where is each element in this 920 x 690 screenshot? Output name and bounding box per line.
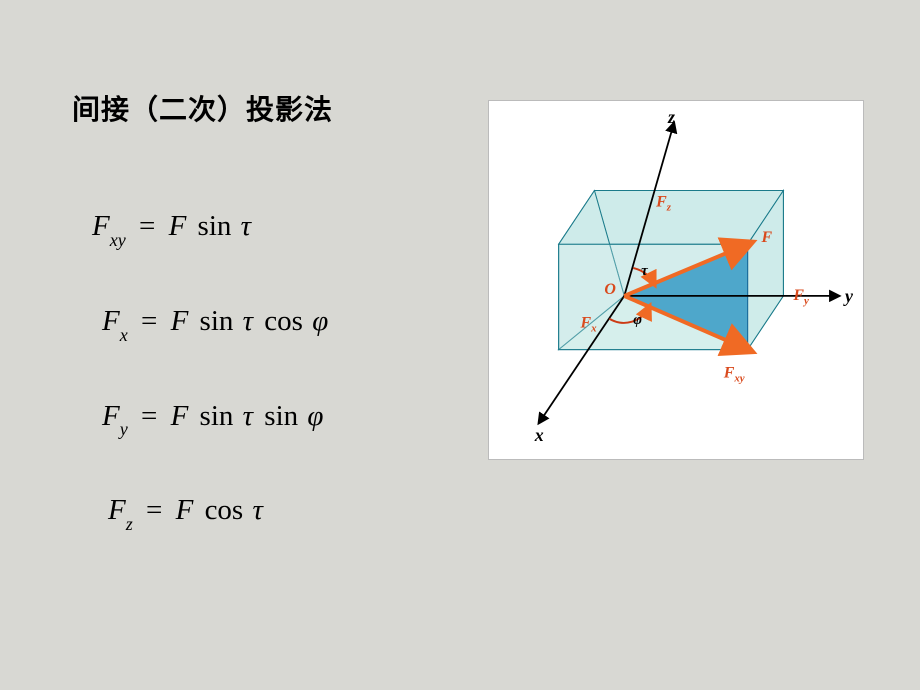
- eq-rhs: F sin τ: [169, 210, 251, 242]
- origin-label: O: [604, 281, 616, 298]
- x-axis-label: x: [534, 425, 544, 445]
- f-label: F: [761, 229, 773, 246]
- equals-sign: =: [146, 494, 162, 526]
- equals-sign: =: [141, 305, 157, 337]
- equation-fx: Fx = F sin τ cos φ: [102, 305, 328, 342]
- equation-fz: Fz = F cos τ: [108, 494, 328, 531]
- eq-sub: x: [120, 325, 128, 345]
- fy-label: Fy: [792, 287, 809, 307]
- slide: 间接（二次）投影法 Fxy = F sin τ Fx = F sin τ cos…: [0, 0, 920, 690]
- equation-fxy: Fxy = F sin τ: [92, 210, 328, 247]
- diagram-svg: x y z O Fz F Fy Fxy Fx τ φ: [489, 101, 863, 459]
- equation-fy: Fy = F sin τ sin φ: [102, 400, 328, 437]
- equation-list: Fxy = F sin τ Fx = F sin τ cos φ Fy = F …: [92, 210, 328, 589]
- eq-var: F: [92, 210, 110, 242]
- tau-label: τ: [641, 263, 648, 279]
- eq-var: F: [102, 400, 120, 432]
- eq-rhs: F cos τ: [176, 494, 263, 526]
- eq-rhs: F sin τ cos φ: [171, 305, 329, 337]
- equals-sign: =: [139, 210, 155, 242]
- equals-sign: =: [141, 400, 157, 432]
- page-title: 间接（二次）投影法: [72, 88, 333, 128]
- fxy-label: Fxy: [723, 364, 745, 384]
- phi-label: φ: [633, 312, 642, 328]
- eq-sub: y: [120, 419, 128, 439]
- y-axis-label: y: [843, 286, 853, 306]
- projection-diagram: x y z O Fz F Fy Fxy Fx τ φ: [488, 100, 864, 460]
- eq-rhs: F sin τ sin φ: [171, 400, 324, 432]
- z-axis-label: z: [667, 107, 675, 127]
- eq-var: F: [102, 305, 120, 337]
- eq-sub: xy: [110, 230, 126, 250]
- eq-sub: z: [126, 514, 133, 534]
- eq-var: F: [108, 494, 126, 526]
